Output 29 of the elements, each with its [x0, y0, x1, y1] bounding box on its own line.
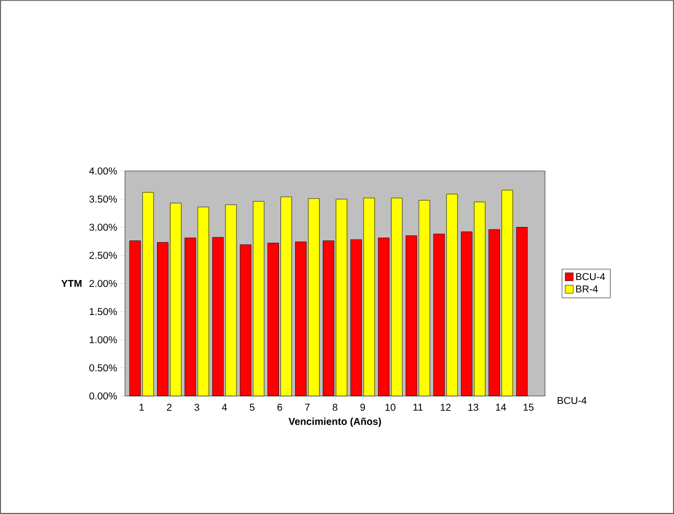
y-tick-label: 3.00%	[89, 224, 117, 231]
x-tick-label: 13	[468, 404, 478, 411]
x-tick-label: 7	[305, 404, 310, 411]
x-tick-label: 5	[250, 404, 254, 411]
x-tick-label: 6	[277, 404, 282, 411]
y-tick-label: 0.50%	[89, 364, 117, 372]
y-tick-label: 2.00%	[89, 280, 117, 288]
x-tick-label: 8	[332, 404, 338, 411]
y-tick-label: 4.00%	[89, 167, 117, 175]
x-tick-label: 10	[385, 404, 396, 411]
x-tick-label: 2	[166, 404, 172, 411]
legend-label: BR-4	[576, 286, 598, 292]
x-tick-label: 4	[222, 404, 227, 411]
y-axis-title: YTM	[61, 280, 82, 287]
y-tick-label: 2.50%	[89, 252, 117, 259]
x-axis-title: Vencimiento (Años)	[288, 418, 382, 427]
x-tick-label: 14	[496, 404, 506, 411]
x-tick-label: 12	[440, 404, 451, 411]
x-tick-label: 9	[360, 404, 365, 411]
x-tick-label: 15	[524, 404, 534, 411]
x-tick-label: 3	[194, 404, 200, 411]
x-tick-label: 11	[413, 404, 423, 411]
y-tick-label: 3.50%	[89, 196, 117, 203]
y-tick-label: 1.50%	[90, 308, 117, 316]
y-tick-label: 1.00%	[90, 336, 117, 344]
text: BCU-4	[558, 396, 587, 404]
x-tick-label: 1	[140, 404, 144, 411]
legend-label: BCU-4	[576, 273, 605, 280]
y-tick-label: 0.00%	[89, 392, 117, 400]
